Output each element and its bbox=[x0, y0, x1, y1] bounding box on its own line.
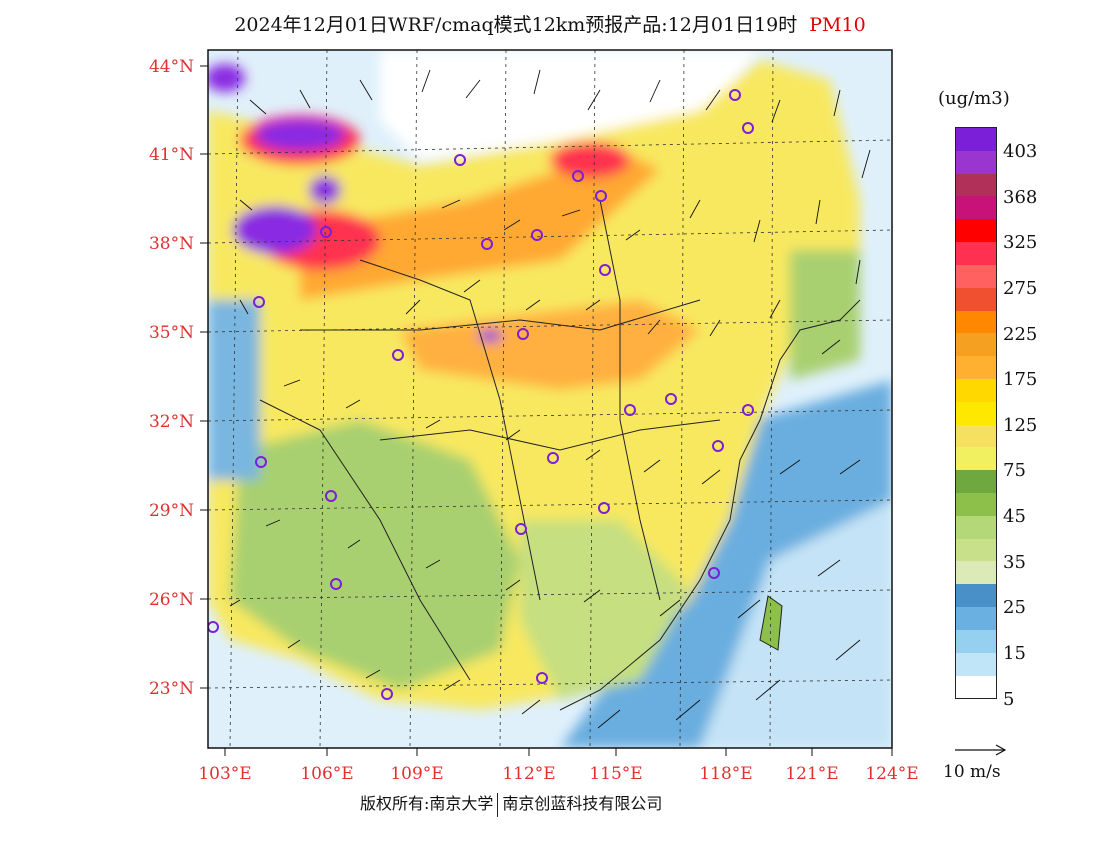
colorbar-swatch bbox=[956, 561, 996, 585]
colorbar-label: 125 bbox=[1003, 414, 1038, 436]
colorbar-swatch bbox=[956, 470, 996, 493]
colorbar-label: 75 bbox=[1003, 460, 1026, 482]
lon-label-109: 109°E bbox=[390, 764, 444, 784]
lat-label-23: 23°N bbox=[148, 679, 194, 699]
colorbar-swatch bbox=[956, 356, 996, 379]
wind-reference-arrow bbox=[955, 744, 1007, 756]
colorbar-swatch bbox=[956, 378, 996, 402]
footer-divider bbox=[497, 792, 499, 817]
colorbar-swatch bbox=[956, 607, 996, 630]
colorbar-swatch bbox=[956, 493, 996, 516]
colorbar-swatch bbox=[956, 333, 996, 357]
lat-label-29: 29°N bbox=[148, 501, 194, 521]
lon-label-124: 124°E bbox=[865, 764, 919, 784]
lon-label-118: 118°E bbox=[699, 764, 753, 784]
colorbar-swatch bbox=[956, 629, 996, 653]
colorbar-swatch bbox=[956, 424, 996, 448]
colorbar-label: 25 bbox=[1003, 597, 1026, 619]
colorbar-swatch bbox=[956, 287, 996, 311]
colorbar-label: 45 bbox=[1003, 506, 1026, 528]
colorbar-swatch bbox=[956, 310, 996, 334]
map-title: 2024年12月01日WRF/cmaq模式12km预报产品:12月01日19时 P… bbox=[0, 10, 1100, 37]
colorbar-swatch bbox=[956, 401, 996, 425]
copyright-footer: 版权所有:南京大学 南京创蓝科技有限公司 bbox=[360, 790, 662, 817]
lon-label-106: 106°E bbox=[300, 764, 354, 784]
title-text: 2024年12月01日WRF/cmaq模式12km预报产品:12月01日19时 bbox=[234, 14, 798, 36]
footer-left: 版权所有:南京大学 bbox=[360, 794, 494, 813]
colorbar-swatch bbox=[956, 173, 996, 197]
footer-right: 南京创蓝科技有限公司 bbox=[502, 794, 663, 813]
colorbar-label: 15 bbox=[1003, 643, 1026, 665]
lat-label-26: 26°N bbox=[148, 590, 194, 610]
colorbar-swatch bbox=[956, 538, 996, 562]
lat-label-35: 35°N bbox=[148, 323, 194, 343]
lon-label-115: 115°E bbox=[589, 764, 643, 784]
lat-label-38: 38°N bbox=[148, 234, 194, 254]
concentration-field bbox=[208, 50, 892, 748]
colorbar-unit: (ug/m3) bbox=[938, 88, 1010, 109]
colorbar-swatch bbox=[956, 447, 996, 471]
wind-reference-label: 10 m/s bbox=[943, 762, 1001, 782]
colorbar-swatch bbox=[956, 584, 996, 608]
colorbar-label: 175 bbox=[1003, 369, 1038, 391]
colorbar-label: 325 bbox=[1003, 232, 1038, 254]
lon-label-112: 112°E bbox=[502, 764, 556, 784]
colorbar bbox=[955, 127, 997, 700]
lat-label-32: 32°N bbox=[148, 412, 194, 432]
colorbar-swatch bbox=[956, 150, 996, 174]
product-label: PM10 bbox=[809, 14, 866, 36]
colorbar-swatch bbox=[956, 196, 996, 220]
colorbar-swatch bbox=[956, 515, 996, 539]
lon-label-121: 121°E bbox=[785, 764, 839, 784]
colorbar-label: 5 bbox=[1003, 688, 1015, 710]
colorbar-label: 403 bbox=[1003, 141, 1038, 162]
colorbar-label: 275 bbox=[1003, 277, 1038, 299]
colorbar-swatch bbox=[956, 128, 996, 151]
colorbar-label: 225 bbox=[1003, 323, 1038, 345]
colorbar-label: 35 bbox=[1003, 551, 1026, 573]
lon-label-103: 103°E bbox=[198, 764, 252, 784]
colorbar-swatch bbox=[956, 264, 996, 288]
colorbar-swatch bbox=[956, 219, 996, 243]
lat-label-44: 44°N bbox=[148, 57, 194, 77]
lat-label-41: 41°N bbox=[148, 145, 194, 165]
colorbar-label: 368 bbox=[1003, 186, 1038, 208]
colorbar-swatch bbox=[956, 242, 996, 265]
colorbar-swatch bbox=[956, 652, 996, 676]
colorbar-swatch bbox=[956, 675, 996, 699]
